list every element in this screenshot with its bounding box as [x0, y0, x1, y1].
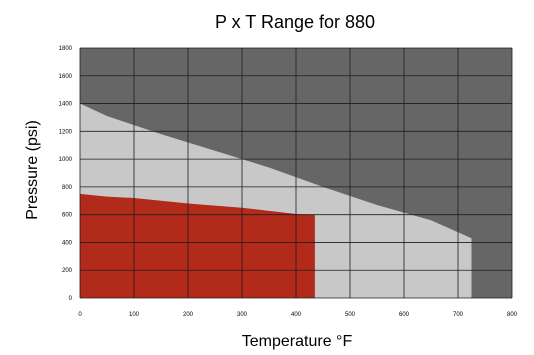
x-tick-label-1: 100 [129, 312, 140, 318]
y-tick-labels: 0 200 400 600 800 1000 1200 1400 1600 1800 [59, 46, 73, 302]
x-tick-label-8: 800 [507, 312, 518, 318]
x-tick-labels: 0 100 200 300 400 500 600 700 800 [78, 312, 517, 318]
x-axis-title: Temperature °F [242, 333, 353, 350]
y-tick-label-0: 0 [69, 296, 73, 302]
region-red [80, 193, 315, 298]
x-tick-label-5: 500 [345, 312, 356, 318]
x-tick-label-3: 300 [237, 312, 248, 318]
x-tick-label-2: 200 [183, 312, 194, 318]
y-tick-label-4: 800 [62, 185, 73, 191]
y-tick-label-8: 1600 [59, 74, 73, 80]
y-tick-label-5: 1000 [59, 157, 73, 163]
y-tick-label-1: 200 [62, 268, 73, 274]
y-tick-label-2: 400 [62, 240, 73, 246]
y-tick-label-6: 1200 [59, 129, 73, 135]
x-tick-label-7: 700 [453, 312, 464, 318]
chart-title: P x T Range for 880 [215, 12, 375, 32]
y-tick-label-9: 1800 [59, 46, 73, 52]
x-tick-label-0: 0 [78, 312, 82, 318]
grid [79, 47, 513, 299]
y-tick-label-3: 600 [62, 213, 73, 219]
y-tick-label-7: 1400 [59, 102, 73, 108]
regions [80, 103, 472, 298]
x-tick-label-4: 400 [291, 312, 302, 318]
x-tick-label-6: 600 [399, 312, 410, 318]
y-axis-title: Pressure (psi) [24, 120, 41, 220]
